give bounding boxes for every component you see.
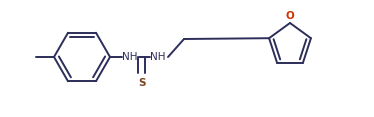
Text: S: S — [138, 78, 146, 88]
Text: NH: NH — [150, 52, 166, 62]
Text: NH: NH — [122, 52, 138, 62]
Text: O: O — [286, 11, 294, 21]
